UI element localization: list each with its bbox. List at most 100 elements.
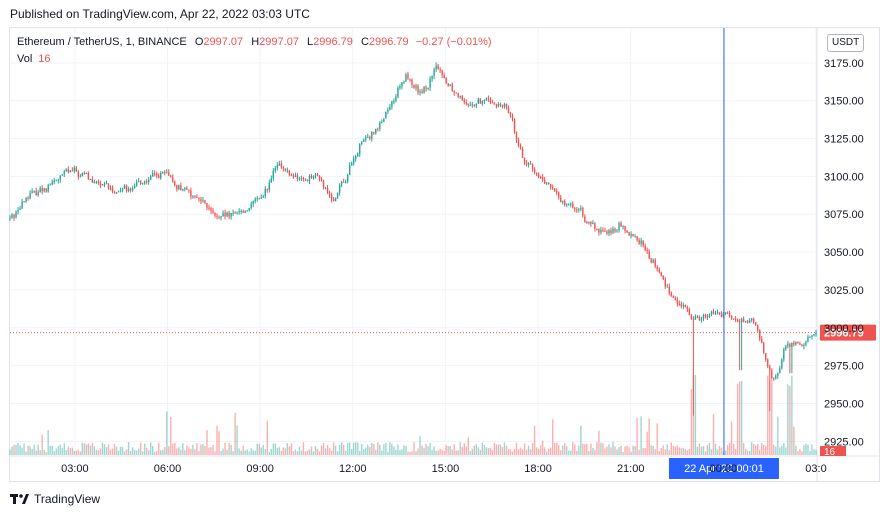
candle-body [296, 175, 299, 179]
candle-body [551, 187, 554, 189]
volume-bar [214, 451, 216, 455]
change-value: −0.27 (−0.01%) [415, 36, 492, 48]
volume-bar [85, 444, 88, 455]
volume-bar [336, 451, 339, 455]
volume-bar [387, 451, 389, 455]
candle-body [803, 345, 805, 347]
volume-bar [419, 436, 421, 455]
volume-bar [115, 446, 118, 455]
volume-bar [43, 449, 45, 455]
volume-bar [578, 445, 580, 455]
candle-body [314, 174, 317, 177]
volume-bar [594, 450, 596, 455]
volume-legend: Vol 16 [17, 53, 51, 65]
candle-body [686, 307, 689, 310]
candle-body [290, 174, 293, 176]
candle-body [509, 113, 512, 116]
candle-body [724, 312, 727, 315]
candle-body [49, 184, 51, 186]
volume-bar [369, 447, 371, 455]
volume-bar [596, 442, 598, 455]
candle-body [461, 95, 463, 100]
candle-body [399, 86, 401, 89]
volume-bar [736, 383, 739, 455]
volume-bar [793, 426, 795, 455]
footer-brand[interactable]: TradingView [34, 492, 101, 506]
volume-bar [415, 451, 417, 455]
candle-body [115, 192, 118, 194]
candle-body [537, 173, 540, 177]
volume-bar [401, 449, 403, 455]
candle-body [674, 297, 677, 300]
volume-bar [25, 451, 27, 455]
volume-bar [208, 447, 210, 455]
candle-body [274, 167, 277, 171]
candle-body [730, 316, 733, 319]
candle-body [654, 259, 656, 267]
volume-bar [427, 446, 429, 455]
chart-frame [9, 27, 880, 482]
volume-bar [222, 448, 224, 455]
volume-bar [224, 442, 226, 455]
volume-bar [87, 443, 90, 455]
candle-body [85, 172, 88, 174]
volume-bar [409, 451, 411, 455]
volume-bar [154, 451, 156, 455]
volume-bar [455, 450, 457, 455]
candle-body [224, 212, 226, 217]
candle-body [105, 183, 108, 185]
volume-bar [73, 450, 76, 455]
volume-bar [365, 447, 367, 455]
volume-bar [61, 448, 63, 455]
candle-body [523, 157, 526, 164]
volume-bar [556, 442, 558, 455]
symbol-name[interactable]: Ethereum / TetherUS, 1, BINANCE [17, 36, 187, 48]
candle-body [425, 87, 427, 89]
volume-bar [547, 448, 550, 455]
candle-body [401, 82, 403, 87]
volume-bar [445, 445, 447, 455]
candle-body [710, 311, 713, 315]
volume-bar [680, 448, 683, 455]
volume-bar [264, 449, 266, 455]
candle-body [200, 199, 202, 202]
candle-body [505, 103, 508, 108]
volume-bar [129, 450, 132, 455]
candle-body [437, 65, 439, 70]
volume-bar [184, 450, 186, 455]
candle-body [777, 373, 779, 376]
candle-body [123, 185, 126, 189]
candle-body [690, 315, 693, 319]
candle-body [644, 245, 646, 251]
candle-body [618, 222, 620, 231]
candle-body [660, 272, 662, 276]
tradingview-logo-icon [10, 494, 29, 504]
candle-body [139, 181, 142, 184]
volume-bar [260, 447, 262, 455]
candle-body [147, 179, 150, 182]
overlay: 2996.79 16 22 Apr '22 00:01 [10, 28, 876, 479]
candle-body [336, 192, 339, 198]
volume-bar [359, 450, 361, 455]
candle-body [312, 176, 315, 179]
volume-bar [47, 430, 49, 455]
volume-bar [708, 442, 711, 455]
candle-body [732, 318, 735, 320]
candle-body [714, 313, 717, 315]
volume-bar [787, 384, 789, 455]
candle-body [407, 74, 409, 80]
candle-body [230, 213, 232, 217]
volume-bar [654, 449, 656, 455]
candle-body [409, 79, 411, 81]
candle-body [531, 163, 534, 170]
candle-body [688, 309, 691, 316]
volume-bar [395, 449, 397, 455]
volume-bar [620, 445, 622, 455]
volume-bar [125, 449, 128, 455]
candle-body [763, 342, 765, 354]
currency-button[interactable]: USDT [827, 34, 865, 52]
volume-bar [616, 449, 618, 455]
candle-body [738, 321, 741, 323]
candle-body [449, 84, 451, 86]
